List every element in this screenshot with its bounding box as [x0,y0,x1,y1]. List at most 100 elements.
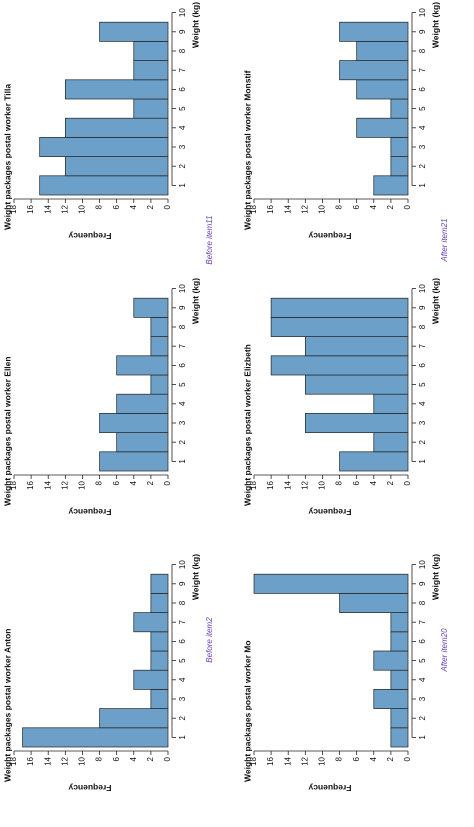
bar [133,41,169,61]
y-tick-label: 8 [335,756,344,761]
bar [390,708,409,729]
bar [270,355,409,376]
y-tick-label: 12 [60,204,69,213]
x-tick-label: 8 [418,324,427,329]
bar [373,689,409,709]
x-tick-label: 1 [418,735,427,740]
x-tick-label: 6 [418,363,427,368]
histogram-panel: Weight packages postal worker Anton Frequ… [2,554,200,793]
x-tick-label: 7 [418,619,427,624]
x-tick-label: 5 [418,382,427,387]
y-tick-label: 8 [95,480,104,485]
x-tick-label: 10 [418,284,427,293]
bar [253,573,409,594]
y-axis-label: Frequency [308,783,351,793]
y-tick-label: 12 [300,204,309,213]
x-tick-label: 9 [418,305,427,310]
x-tick-label: 7 [178,343,187,348]
bar [116,355,169,376]
x-axis-label: Weight (kg) [430,554,440,600]
x-tick-label: 6 [178,639,187,644]
y-tick-label: 4 [369,480,378,485]
note: After item21 [440,218,449,262]
y-tick-label: 12 [60,480,69,489]
y-tick-label: 14 [43,756,52,765]
bar [39,137,169,157]
y-tick-label: 0 [403,480,412,485]
y-tick-label: 18 [9,756,18,765]
bar [390,727,409,748]
x-tick-label: 6 [178,87,187,92]
x-tick-label: 4 [418,677,427,682]
x-axis-label: Weight (kg) [430,2,440,48]
y-tick-label: 4 [369,756,378,761]
y-axis-label: Frequency [308,231,351,241]
x-axis-label: Weight (kg) [190,2,200,48]
bar [150,374,169,395]
bar [133,297,169,318]
y-tick-label: 0 [163,204,172,209]
x-tick-label: 5 [178,106,187,111]
x-tick-label: 8 [178,600,187,605]
bar [390,137,409,157]
note: After item20 [440,628,449,673]
bar [304,336,409,357]
y-tick-label: 18 [249,480,258,489]
y-tick-label: 14 [283,756,292,765]
x-tick-label: 1 [178,459,187,464]
y-tick-label: 6 [352,204,361,209]
bar [64,156,169,177]
x-tick-label: 7 [178,619,187,624]
x-axis-label: Weight (kg) [190,278,200,324]
x-tick-label: 8 [418,48,427,53]
x-tick-label: 5 [418,658,427,663]
bar [99,21,169,42]
x-axis-label: Weight (kg) [190,554,200,600]
x-tick-label: 3 [418,144,427,149]
x-tick-label: 10 [178,8,187,17]
x-tick-label: 7 [178,67,187,72]
y-tick-label: 18 [9,480,18,489]
x-tick-label: 3 [418,420,427,425]
rotated-sheet: Weight packages postal worker Anton Frequ… [2,2,449,793]
y-tick-label: 14 [43,480,52,489]
y-tick-label: 0 [163,480,172,485]
bar [133,98,169,119]
y-tick-label: 16 [266,204,275,213]
bar [339,60,409,81]
x-tick-label: 5 [178,382,187,387]
bar [133,612,169,633]
bar [356,117,409,138]
x-tick-label: 3 [418,696,427,701]
bar [99,413,169,433]
histogram-panel: Weight packages postal worker Ellen Frequ… [2,278,200,517]
y-tick-label: 0 [403,756,412,761]
bar [390,669,409,690]
bar [133,60,169,81]
x-tick-label: 10 [178,560,187,569]
chart-title: Weight packages postal worker Elizbeth [242,344,252,506]
y-tick-label: 18 [249,756,258,765]
y-tick-label: 6 [352,480,361,485]
y-tick-label: 10 [318,756,327,765]
bar [150,650,169,671]
x-tick-label: 2 [418,163,427,168]
y-tick-label: 14 [283,204,292,213]
bar [390,631,409,652]
x-tick-label: 1 [418,183,427,188]
x-tick-label: 5 [418,106,427,111]
y-tick-label: 6 [112,480,121,485]
x-tick-label: 4 [418,125,427,130]
y-tick-label: 16 [26,480,35,489]
chart-title: Weight packages postal worker Monstif [242,70,252,230]
histogram-panel: Weight packages postal worker Monstif Fre… [242,2,440,241]
bar [339,21,409,42]
y-tick-label: 16 [266,756,275,765]
y-axis-label: Frequency [68,231,111,241]
bar [373,393,409,414]
bar [99,708,169,729]
y-tick-label: 2 [386,204,395,209]
bar [339,593,409,613]
bar [304,374,409,395]
